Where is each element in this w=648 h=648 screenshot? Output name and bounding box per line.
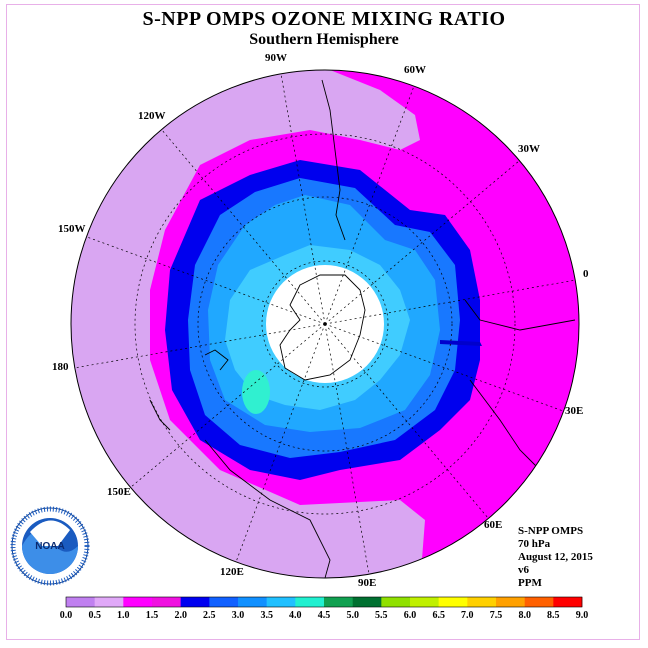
map-subtitle: Southern Hemisphere [249,31,399,48]
info-block: S-NPP OMPS 70 hPa August 12, 2015 v6 PPM [518,525,593,590]
colorbar-swatch [266,597,296,607]
date-label: August 12, 2015 [518,551,593,563]
lon-label-30e: 30E [565,405,584,417]
colorbar-swatch [496,597,525,607]
noaa-logo: NOAA [10,506,90,586]
colorbar-swatch [467,597,497,607]
colorbar-tick-label: 5.5 [375,610,388,621]
lon-label-120w: 120W [138,110,166,122]
lon-label-180: 180 [52,361,69,373]
colorbar-swatch [238,597,267,607]
colorbar-tick-label: 6.5 [432,610,445,621]
coastlines [149,79,576,578]
colorbar-tick-label: 4.5 [317,610,331,621]
colorbar-tick-label: 3.0 [231,610,245,621]
map-title: S-NPP OMPS OZONE MIXING RATIO [142,8,506,30]
lon-label-150w: 150W [58,223,86,235]
colorbar-tick-label: 2.5 [203,610,216,621]
colorbar-swatch [352,597,382,607]
map-frame [6,4,640,640]
colorbar-tick-label: 1.5 [145,610,159,621]
colorbar-tick-label: 6.0 [403,610,417,621]
lon-label-90w: 90W [265,52,287,64]
graticule [73,73,577,575]
noaa-logo-text: NOAA [35,541,64,552]
ozone-field [71,70,579,578]
colorbar-tick-label: 8.5 [547,610,560,621]
lon-label-60e: 60E [484,519,503,531]
colorbar-swatch [94,597,124,607]
colorbar-tick-label: 8.0 [518,610,531,621]
lon-label-30w: 30W [518,143,540,155]
colorbar-border [65,596,583,608]
colorbar-swatch [180,597,210,607]
colorbar-swatch [410,597,439,607]
lon-label-0: 0 [583,268,589,280]
colorbar-tick-label: 2.0 [174,610,187,621]
colorbar-tick-label: 7.0 [461,610,474,621]
colorbar [65,596,583,608]
map-boundary [70,69,580,579]
colorbar-swatch [324,597,353,607]
units-label: PPM [518,577,542,589]
colorbar-tick-label: 0.5 [88,610,101,621]
colorbar-tick-label: 5.0 [346,610,359,621]
colorbar-swatch [381,597,411,607]
colorbar-tick-label: 7.5 [489,610,503,621]
colorbar-swatch [553,597,583,607]
colorbar-tick-label: 4.0 [289,610,302,621]
lon-label-150e: 150E [107,486,131,498]
colorbar-tick-label: 0.0 [59,610,73,621]
colorbar-swatch [438,597,468,607]
pressure-level-label: 70 hPa [518,538,551,550]
colorbar-swatch [66,597,95,607]
lon-label-120e: 120E [220,566,244,578]
colorbar-tick-label: 1.0 [117,610,130,621]
instrument-label: S-NPP OMPS [518,525,584,537]
aqua-spot [242,370,270,414]
colorbar-swatch [524,597,554,607]
version-label: v6 [518,564,529,576]
colorbar-tick-label: 9.0 [575,610,589,621]
colorbar-tick-label: 3.5 [260,610,273,621]
colorbar-swatch [123,597,153,607]
colorbar-swatch [152,597,181,607]
colorbar-swatch [209,597,239,607]
lon-label-60w: 60W [404,64,426,76]
lon-label-90e: 90E [358,577,377,589]
south-pole-dot [323,322,327,326]
colorbar-swatch [295,597,325,607]
